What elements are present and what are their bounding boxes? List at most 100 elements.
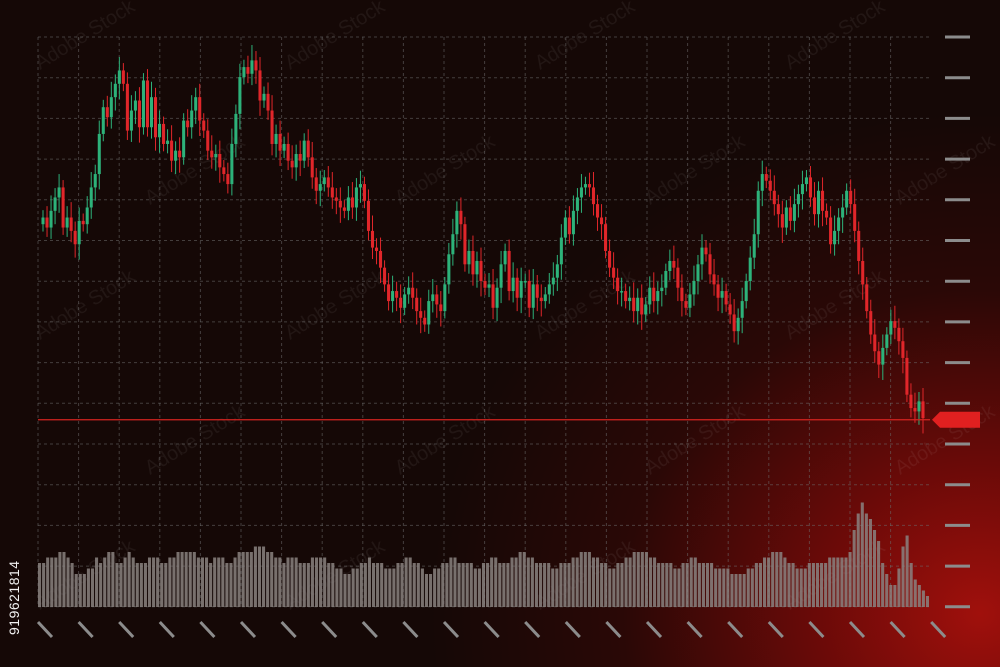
candle-body — [889, 321, 893, 335]
volume-bar — [127, 552, 131, 607]
candle-body — [845, 190, 849, 208]
volume-bar — [327, 563, 331, 607]
candle-body — [539, 297, 543, 302]
candle-body — [716, 284, 720, 298]
candle-body — [294, 154, 298, 168]
volume-bar — [249, 552, 253, 607]
candle-body — [901, 341, 905, 358]
volume-bar — [872, 530, 877, 607]
candle-body — [849, 190, 853, 205]
candle-body — [73, 230, 77, 245]
candle-body — [804, 177, 808, 185]
volume-bar — [832, 557, 836, 607]
volume-bar — [620, 563, 624, 607]
candle-body — [780, 214, 784, 228]
candle-body — [246, 67, 250, 74]
candle-body — [278, 133, 282, 151]
volume-bar — [359, 563, 363, 607]
volume-bar — [726, 568, 730, 607]
candle-body — [479, 260, 483, 282]
time-axis-tick — [930, 620, 947, 639]
candle-body — [174, 150, 178, 161]
volume-bar — [152, 557, 156, 607]
volume-bar — [775, 552, 779, 607]
volume-bar — [913, 579, 917, 607]
time-axis-ticks — [36, 620, 947, 639]
volume-bar — [270, 552, 274, 607]
volume-bar — [282, 563, 286, 607]
time-axis-tick — [239, 620, 257, 639]
volume-bar — [135, 563, 139, 607]
time-axis-tick — [564, 620, 581, 639]
candle-body — [374, 247, 379, 251]
volume-bar — [445, 563, 449, 607]
watermark-text: Adobe Stock — [891, 130, 1000, 209]
candle-body — [61, 187, 65, 228]
volume-bar — [38, 563, 42, 607]
candle-body — [579, 187, 583, 198]
volume-bar — [481, 563, 486, 607]
candle-body — [447, 254, 451, 285]
candle-body — [495, 287, 499, 308]
candle-body — [250, 60, 254, 74]
volume-bar — [636, 552, 640, 607]
volume-bar — [722, 568, 726, 607]
time-axis-tick — [767, 620, 784, 639]
volume-bar — [571, 557, 575, 607]
candle-body — [768, 180, 772, 191]
volume-bar — [587, 552, 591, 607]
volume-bar — [192, 552, 196, 607]
adobe-stock-watermark-layer: Adobe Stock Adobe Stock Adobe Stock Adobe S… — [31, 0, 1000, 614]
volume-bar — [78, 574, 82, 607]
candles — [41, 45, 925, 434]
candle-body — [475, 260, 479, 275]
candle-body — [358, 184, 362, 188]
volume-bar — [388, 568, 392, 607]
candle-body — [740, 301, 744, 318]
candle-body — [861, 260, 865, 285]
volume-bar — [677, 568, 681, 607]
volume-bar — [661, 563, 665, 607]
candle-body — [65, 217, 69, 228]
volume-bar — [355, 568, 359, 607]
volume-bar — [710, 563, 714, 607]
volume-bar — [697, 563, 701, 607]
candle-body — [133, 100, 137, 111]
candle-body — [829, 217, 833, 245]
candle-body — [435, 294, 439, 305]
volume-bar — [815, 563, 820, 607]
candle-body — [511, 277, 515, 292]
volume-bar — [750, 568, 754, 607]
candle-body — [616, 277, 620, 292]
volume-bar — [286, 557, 290, 607]
candle-body — [700, 247, 704, 265]
candle-body — [194, 97, 198, 111]
volume-bar — [176, 552, 180, 607]
volume-bar — [640, 552, 644, 607]
volume-bar — [563, 563, 567, 607]
candle-body — [350, 197, 354, 208]
volume-bar — [420, 568, 424, 607]
candle-body — [744, 281, 748, 302]
volume-bar — [343, 574, 347, 607]
volume-bar — [86, 568, 90, 607]
time-axis-tick — [321, 620, 338, 639]
volume-bar — [221, 557, 225, 607]
volume-bar — [502, 563, 506, 607]
candle-body — [419, 311, 423, 318]
candle-body — [921, 401, 925, 419]
candle-body — [917, 401, 921, 412]
candle-body — [563, 217, 567, 238]
volume-bar — [237, 552, 241, 607]
candle-body — [198, 97, 202, 121]
candle-body — [857, 230, 861, 261]
candle-body — [628, 297, 632, 302]
candle-body — [885, 334, 889, 348]
volume-bar — [917, 585, 921, 607]
candle-body — [909, 394, 913, 409]
volume-bar — [213, 557, 217, 607]
candle-body — [89, 187, 93, 208]
watermark-text: Adobe Stock — [391, 400, 500, 479]
candle-body — [242, 67, 246, 78]
volume-bar — [164, 563, 168, 607]
